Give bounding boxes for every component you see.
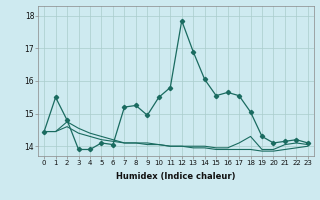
X-axis label: Humidex (Indice chaleur): Humidex (Indice chaleur) <box>116 172 236 181</box>
